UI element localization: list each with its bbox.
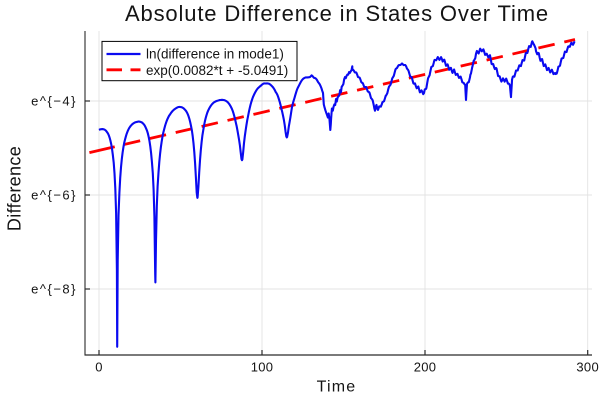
svg-text:e^{−4}: e^{−4} xyxy=(31,94,77,109)
svg-text:Difference: Difference xyxy=(5,146,25,231)
svg-text:200: 200 xyxy=(414,360,437,375)
svg-text:e^{−8}: e^{−8} xyxy=(31,282,77,297)
svg-text:e^{−6}: e^{−6} xyxy=(31,188,77,203)
svg-text:ln(difference in mode1): ln(difference in mode1) xyxy=(146,47,284,62)
svg-text:100: 100 xyxy=(251,360,274,375)
svg-text:300: 300 xyxy=(576,360,599,375)
svg-text:Time: Time xyxy=(317,379,357,396)
svg-text:0: 0 xyxy=(95,360,103,375)
svg-text:exp(0.0082*t + -5.0491): exp(0.0082*t + -5.0491) xyxy=(146,63,288,78)
svg-text:Absolute Difference in States: Absolute Difference in States Over Time xyxy=(125,1,549,26)
